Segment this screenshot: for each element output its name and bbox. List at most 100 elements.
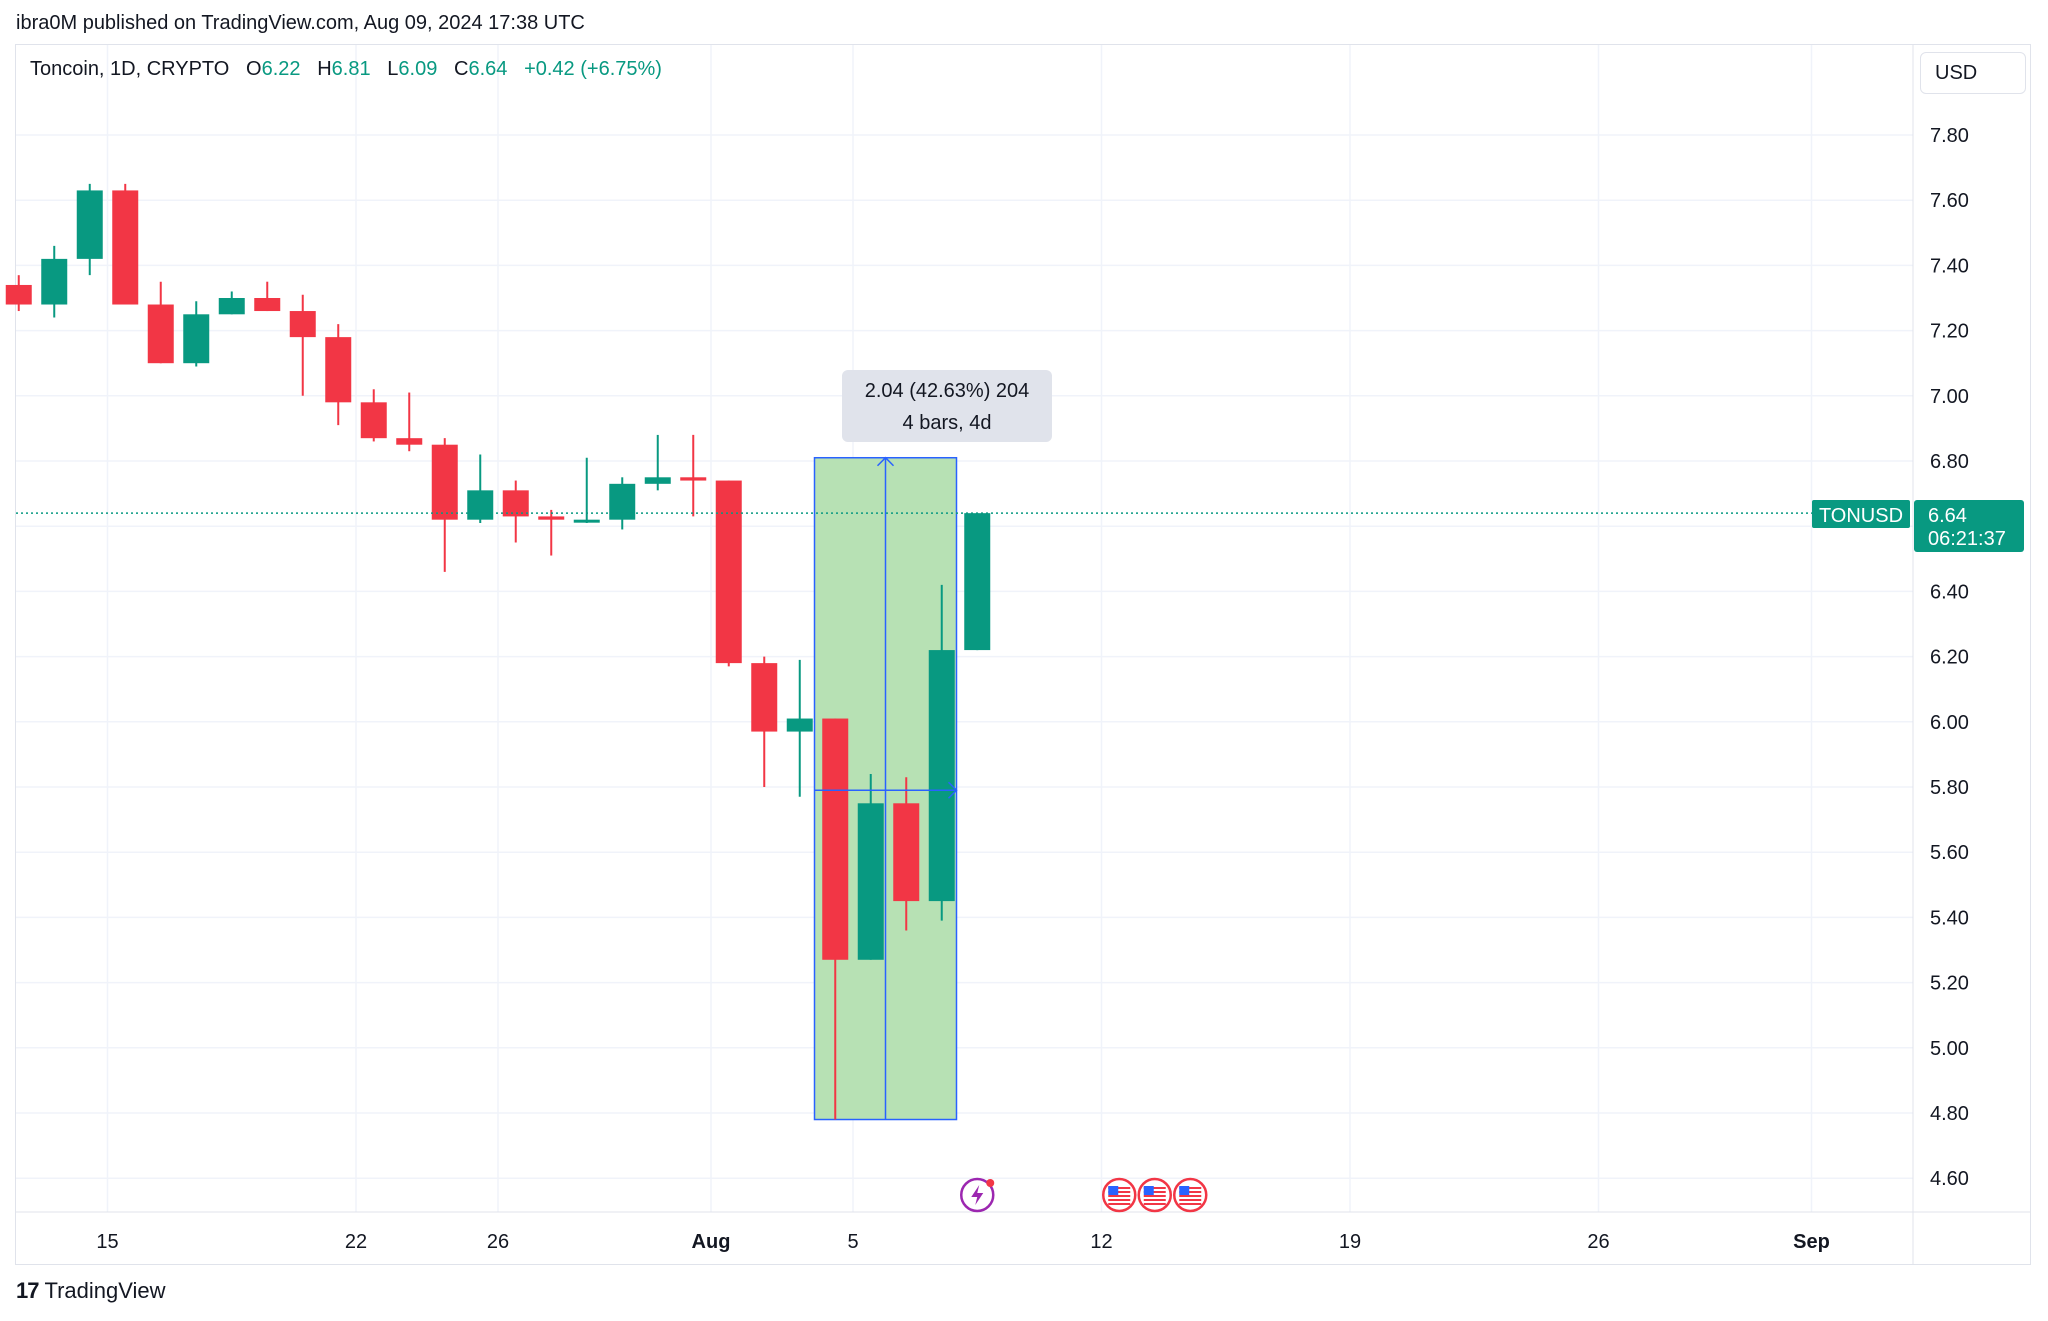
legend-open-value: 6.22 bbox=[261, 58, 301, 80]
candle-body-down bbox=[254, 298, 281, 312]
candle-body-up bbox=[857, 803, 884, 960]
measure-tooltip-line1: 2.04 (42.63%) 204 bbox=[865, 380, 1030, 402]
chart-frame bbox=[15, 44, 2031, 1265]
y-tick-label: 5.20 bbox=[1930, 973, 1969, 995]
legend-low-label: L bbox=[387, 58, 399, 80]
flag-stripe bbox=[1179, 1187, 1202, 1189]
candle-body-up bbox=[964, 513, 991, 651]
flag-stripe bbox=[1108, 1191, 1131, 1193]
legend-symbol[interactable]: Toncoin, 1D, CRYPTO bbox=[30, 58, 230, 80]
y-tick-label: 7.60 bbox=[1930, 190, 1969, 212]
x-tick-label: Sep bbox=[1793, 1231, 1830, 1253]
tradingview-logo[interactable]: 17 TradingView bbox=[16, 1278, 166, 1304]
tradingview-brand: TradingView bbox=[44, 1278, 166, 1303]
y-tick-label: 4.60 bbox=[1930, 1168, 1969, 1190]
flag-stripe bbox=[1179, 1199, 1202, 1201]
symbol-price-tag bbox=[1812, 500, 1910, 528]
symbol-legend: Toncoin, 1D, CRYPTO O6.22 H6.81 L6.09 C6… bbox=[30, 58, 662, 81]
legend-high-value: 6.81 bbox=[331, 58, 371, 80]
candle-body-down bbox=[822, 718, 849, 960]
candle-body-down bbox=[538, 516, 565, 520]
flag-stripe bbox=[1143, 1187, 1166, 1189]
x-tick-label: 5 bbox=[847, 1231, 858, 1253]
legend-open-label: O bbox=[246, 58, 262, 80]
candle-body-up bbox=[218, 298, 245, 315]
y-tick-label: 5.40 bbox=[1930, 907, 1969, 929]
y-tick-label: 5.80 bbox=[1930, 777, 1969, 799]
candle-body-down bbox=[289, 311, 316, 338]
candle-body-down bbox=[112, 190, 139, 305]
bar-countdown: 06:21:37 bbox=[1928, 528, 2006, 550]
y-tick-label: 6.00 bbox=[1930, 712, 1969, 734]
currency-button[interactable]: USD bbox=[1920, 52, 2026, 94]
flag-stripe bbox=[1179, 1203, 1202, 1205]
flag-canton bbox=[1179, 1186, 1190, 1195]
y-tick-label: 7.20 bbox=[1930, 321, 1969, 343]
candle-body-down bbox=[751, 663, 778, 732]
flag-stripe bbox=[1179, 1195, 1202, 1197]
y-tick-label: 7.80 bbox=[1930, 125, 1969, 147]
candle-body-down bbox=[147, 304, 174, 364]
candle-body-up bbox=[76, 190, 103, 259]
measure-up-arrow bbox=[876, 456, 895, 467]
measure-tooltip bbox=[842, 370, 1052, 442]
x-tick-label: 12 bbox=[1090, 1231, 1112, 1253]
y-tick-label: 7.00 bbox=[1930, 386, 1969, 408]
y-tick-label: 6.40 bbox=[1930, 581, 1969, 603]
candle-body-down bbox=[502, 490, 529, 517]
candle-body-up bbox=[183, 314, 210, 364]
legend-close-value: 6.64 bbox=[468, 58, 508, 80]
flag-stripe bbox=[1143, 1191, 1166, 1193]
candle-body-down bbox=[680, 477, 707, 481]
last-price-tag bbox=[1914, 500, 2024, 552]
event-dot bbox=[986, 1179, 995, 1187]
legend-change: +0.42 (+6.75%) bbox=[524, 58, 662, 80]
candle-body-down bbox=[431, 444, 458, 520]
x-tick-label: 26 bbox=[487, 1231, 509, 1253]
measure-right-arrow bbox=[947, 781, 958, 799]
x-tick-label: 19 bbox=[1339, 1231, 1361, 1253]
candle-body-up bbox=[609, 483, 636, 520]
legend-low-value: 6.09 bbox=[398, 58, 438, 80]
candle-body-down bbox=[5, 284, 32, 305]
y-tick-label: 4.80 bbox=[1930, 1103, 1969, 1125]
flag-stripe bbox=[1108, 1203, 1131, 1205]
lightning-glyph bbox=[971, 1185, 984, 1205]
flag-stripe bbox=[1108, 1199, 1131, 1201]
flag-stripe bbox=[1143, 1203, 1166, 1205]
measure-tooltip-line2: 4 bars, 4d bbox=[903, 412, 992, 434]
y-tick-label: 6.80 bbox=[1930, 451, 1969, 473]
candle-body-up bbox=[41, 258, 68, 305]
candle-body-down bbox=[715, 480, 742, 664]
published-line: ibra0M published on TradingView.com, Aug… bbox=[16, 12, 585, 34]
y-tick-label: 6.20 bbox=[1930, 647, 1969, 669]
candle-body-up bbox=[928, 650, 955, 902]
flag-canton bbox=[1143, 1186, 1154, 1195]
flag-stripe bbox=[1143, 1199, 1166, 1201]
y-tick-label: 7.40 bbox=[1930, 255, 1969, 277]
flag-stripe bbox=[1108, 1195, 1131, 1197]
last-price-value: 6.64 bbox=[1928, 505, 1967, 527]
flag-stripe bbox=[1108, 1187, 1131, 1189]
x-tick-label: 22 bbox=[345, 1231, 367, 1253]
y-tick-label: 5.60 bbox=[1930, 842, 1969, 864]
flag-stripe bbox=[1179, 1191, 1202, 1193]
x-tick-label: Aug bbox=[692, 1231, 731, 1253]
x-tick-label: 26 bbox=[1587, 1231, 1609, 1253]
candle-body-down bbox=[893, 803, 920, 902]
symbol-tag-label: TONUSD bbox=[1819, 505, 1903, 527]
candle-body-up bbox=[467, 490, 494, 520]
y-tick-label: 5.00 bbox=[1930, 1038, 1969, 1060]
candle-body-up bbox=[573, 519, 600, 523]
x-tick-label: 15 bbox=[96, 1231, 118, 1253]
flag-stripe bbox=[1143, 1195, 1166, 1197]
flag-canton bbox=[1108, 1186, 1119, 1195]
legend-close-label: C bbox=[454, 58, 469, 80]
legend-high-label: H bbox=[317, 58, 332, 80]
candle-body-down bbox=[396, 438, 423, 445]
candle-body-down bbox=[360, 402, 387, 439]
tradingview-logo-icon: 17 bbox=[16, 1278, 40, 1303]
candle-body-up bbox=[644, 477, 671, 484]
candle-body-down bbox=[325, 337, 352, 403]
